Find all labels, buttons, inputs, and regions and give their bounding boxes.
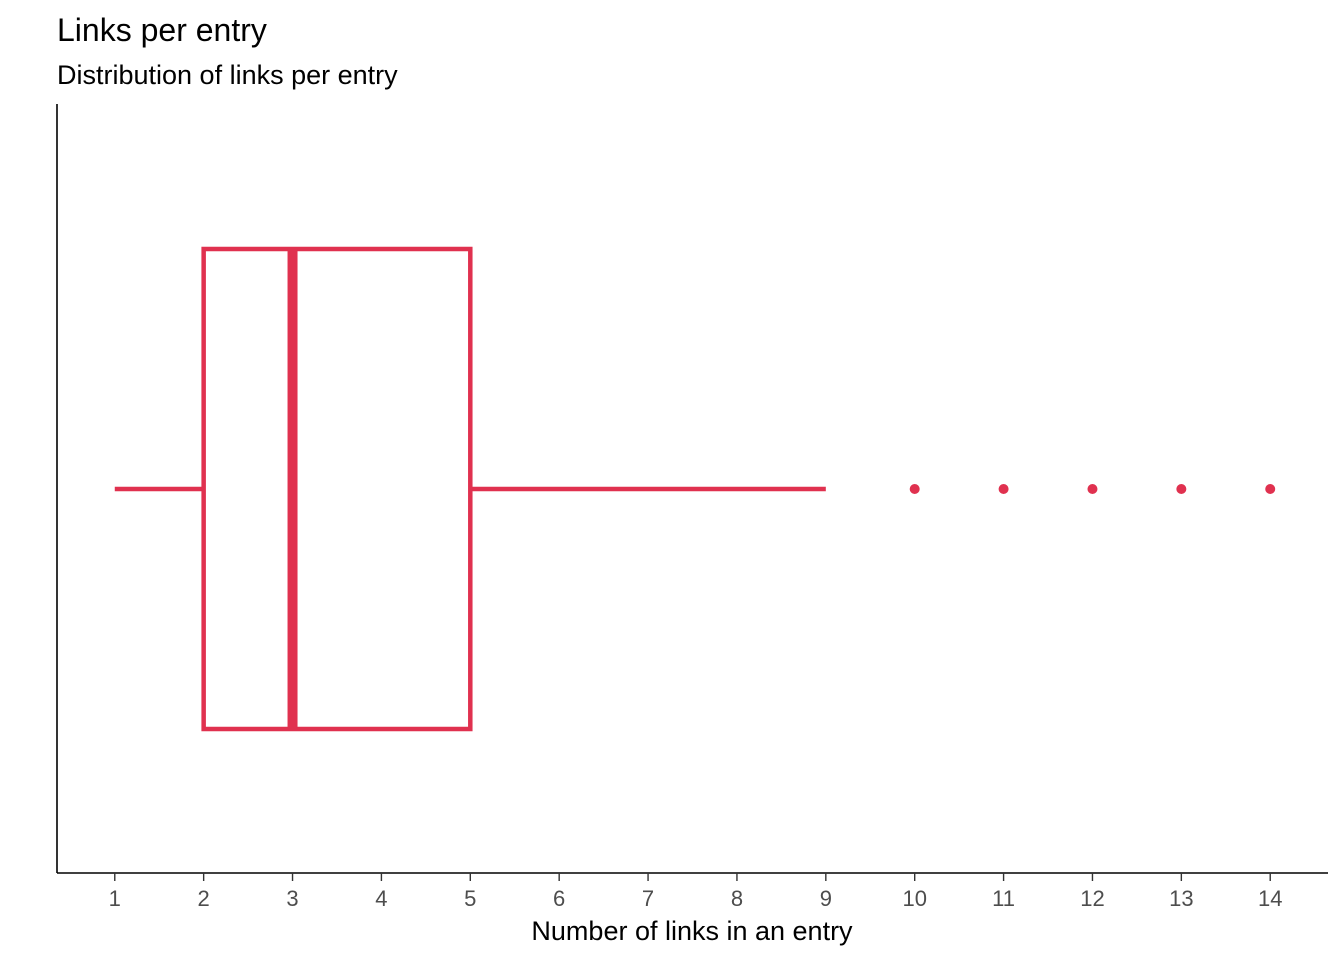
x-tick-label: 12 bbox=[1080, 886, 1104, 911]
x-tick-label: 13 bbox=[1169, 886, 1193, 911]
x-tick-label: 11 bbox=[992, 886, 1015, 911]
outlier-point bbox=[1265, 484, 1276, 494]
x-tick-label: 5 bbox=[464, 886, 476, 911]
x-tick-label: 10 bbox=[902, 886, 926, 911]
x-tick-label: 3 bbox=[286, 886, 298, 911]
x-tick-label: 6 bbox=[553, 886, 565, 911]
x-tick-label: 7 bbox=[642, 886, 654, 911]
interquartile-box bbox=[201, 246, 473, 732]
x-tick-label: 2 bbox=[198, 886, 210, 911]
boxplot-series bbox=[114, 246, 1276, 732]
outlier-point bbox=[998, 484, 1009, 494]
x-tick-label: 9 bbox=[820, 886, 832, 911]
chart-title: Links per entry bbox=[57, 12, 267, 48]
x-tick-label: 4 bbox=[375, 886, 387, 911]
x-axis-ticks: 1 2 3 4 5 6 7 8 9 10 11 12 13 14 bbox=[109, 873, 1282, 911]
outlier-point bbox=[909, 484, 920, 494]
outlier-point bbox=[1176, 484, 1187, 494]
outlier-point bbox=[1087, 484, 1098, 494]
chart-subtitle: Distribution of links per entry bbox=[57, 60, 398, 90]
x-tick-label: 1 bbox=[109, 886, 121, 911]
x-tick-label: 14 bbox=[1258, 886, 1282, 911]
x-tick-label: 8 bbox=[731, 886, 743, 911]
x-axis-title: Number of links in an entry bbox=[531, 916, 853, 946]
